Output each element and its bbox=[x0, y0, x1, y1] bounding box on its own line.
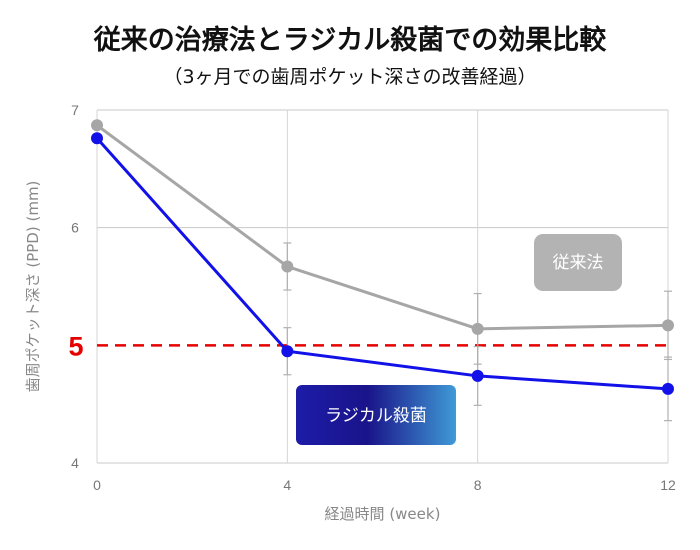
x-axis-label: 経過時間 (week) bbox=[325, 505, 441, 523]
data-point bbox=[281, 260, 294, 273]
data-point bbox=[91, 132, 103, 145]
series-1 bbox=[91, 132, 674, 422]
data-point bbox=[662, 319, 674, 332]
series-line bbox=[95, 137, 669, 391]
data-point bbox=[91, 119, 103, 132]
data-point bbox=[281, 345, 294, 358]
grid-layer bbox=[96, 109, 669, 464]
threshold-label: 5 bbox=[68, 331, 83, 361]
y-axis-label: 歯周ポケット深さ (PPD) (mm) bbox=[24, 181, 42, 393]
x-tick-label: 8 bbox=[474, 477, 482, 493]
series-line bbox=[96, 124, 669, 331]
series-label-conventional: 従来法 bbox=[553, 253, 604, 273]
data-point bbox=[662, 382, 674, 395]
series-label-box-conventional bbox=[534, 234, 622, 291]
y-tick-label: 7 bbox=[71, 102, 79, 118]
series-label-box-radical bbox=[296, 385, 456, 445]
series-layer bbox=[91, 119, 674, 422]
data-point bbox=[471, 369, 484, 382]
data-point bbox=[471, 322, 484, 335]
x-tick-label: 0 bbox=[93, 477, 101, 493]
x-tick-label: 12 bbox=[660, 477, 676, 493]
chart-title: 従来の治療法とラジカル殺菌での効果比較 bbox=[93, 25, 607, 56]
series-label-radical: ラジカル殺菌 bbox=[325, 406, 427, 426]
chart-subtitle: （3ヶ月での歯周ポケット深さの改善経過） bbox=[163, 66, 537, 88]
y-tick-label: 6 bbox=[71, 220, 79, 236]
y-tick-label: 4 bbox=[71, 455, 79, 471]
x-tick-label: 4 bbox=[283, 477, 291, 493]
